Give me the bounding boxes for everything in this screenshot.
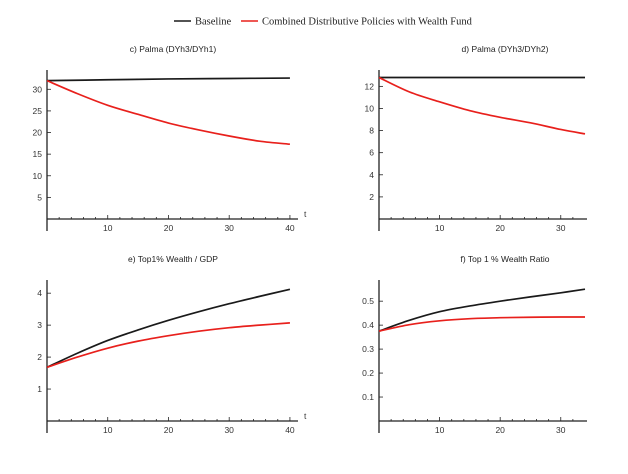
chart-title: c) Palma (DYh3/DYh1) — [130, 44, 217, 54]
chart-panel-3: e) Top1% Wealth / GDP 10 20 30 40 1 2 3 4 t — [37, 254, 307, 435]
y-tick-label: 25 — [33, 106, 43, 116]
x-tick-label: 30 — [556, 425, 566, 435]
series-line-baseline — [46, 288, 291, 369]
x-tick-label: 40 — [285, 223, 295, 233]
series-line-baseline — [46, 77, 290, 82]
chart-title: d) Palma (DYh3/DYh2) — [462, 44, 549, 54]
x-tick-label: 20 — [164, 425, 174, 435]
x-tick-label: 10 — [435, 223, 445, 233]
series-line-policy — [378, 316, 586, 332]
y-tick-label: 6 — [369, 148, 374, 158]
y-tick-label: 0.1 — [362, 392, 374, 402]
y-tick-label: 4 — [369, 170, 374, 180]
series-line-baseline — [378, 288, 586, 332]
y-tick-label: 20 — [33, 128, 43, 138]
y-tick-label: 12 — [365, 81, 375, 91]
y-tick-label: 10 — [33, 171, 43, 181]
chart-title: e) Top1% Wealth / GDP — [128, 254, 218, 264]
series-line-policy — [46, 79, 291, 146]
chart-panel-2: d) Palma (DYh3/DYh2) 10 20 30 2 4 6 8 10 12 — [365, 44, 587, 233]
chart-panel-1: c) Palma (DYh3/DYh1) 10 20 30 40 5 10 15 20 25 30 t — [33, 44, 307, 233]
x-tick-label: 30 — [556, 223, 566, 233]
y-tick-label: 30 — [33, 84, 43, 94]
y-tick-label: 3 — [37, 320, 42, 330]
legend-label-policy: Combined Distributive Policies with Weal… — [262, 17, 473, 28]
x-axis-label: t — [304, 209, 307, 219]
y-tick-label: 1 — [37, 384, 42, 394]
legend-label-baseline: Baseline — [195, 17, 231, 28]
x-tick-label: 20 — [495, 425, 505, 435]
y-tick-label: 0.3 — [362, 344, 374, 354]
y-tick-label: 4 — [37, 288, 42, 298]
y-tick-label: 8 — [369, 126, 374, 136]
chart-title: f) Top 1 % Wealth Ratio — [461, 254, 550, 264]
chart-panel-4: f) Top 1 % Wealth Ratio 10 20 30 0.1 0.2 0.3 0.… — [362, 254, 587, 435]
y-tick-label: 15 — [33, 149, 43, 159]
x-tick-label: 10 — [435, 425, 445, 435]
y-tick-label: 0.2 — [362, 368, 374, 378]
x-tick-label: 20 — [164, 223, 174, 233]
y-tick-label: 0.5 — [362, 296, 374, 306]
y-tick-label: 5 — [37, 192, 42, 202]
series-line-policy — [46, 322, 290, 369]
y-tick-label: 0.4 — [362, 320, 374, 330]
y-tick-label: 2 — [369, 192, 374, 202]
x-tick-label: 10 — [103, 425, 113, 435]
x-tick-label: 20 — [495, 223, 505, 233]
x-tick-label: 30 — [224, 425, 234, 435]
y-tick-label: 2 — [37, 352, 42, 362]
y-tick-label: 10 — [365, 103, 375, 113]
x-axis-label: t — [304, 411, 307, 421]
x-tick-label: 30 — [224, 223, 234, 233]
legend: Baseline Combined Distributive Policies … — [174, 17, 473, 28]
x-tick-label: 40 — [285, 425, 295, 435]
x-tick-label: 10 — [103, 223, 113, 233]
series-line-policy — [378, 76, 586, 135]
